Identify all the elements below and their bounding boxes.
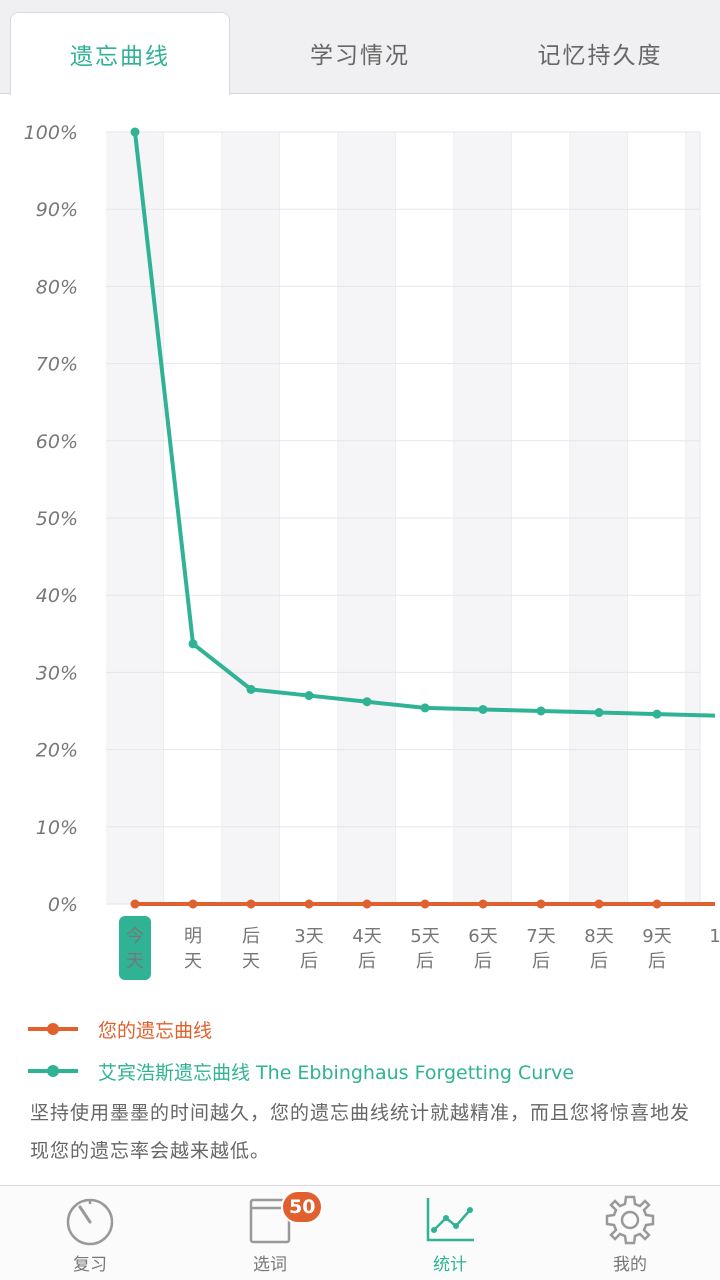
series-point-1 (246, 684, 256, 694)
tab-forgetting-curve[interactable]: 遗忘曲线 (10, 12, 230, 95)
y-tick-label: 10% (36, 817, 78, 839)
nav-review-label: 复习 (73, 1255, 107, 1275)
new-words-badge: 50 (281, 1190, 324, 1224)
legend-ebbinghaus-curve: 艾宾浩斯遗忘曲线 The Ebbinghaus Forgetting Curve (28, 1056, 708, 1086)
legend-user-curve: 您的遗忘曲线 (28, 1014, 708, 1044)
gear-icon (605, 1195, 655, 1245)
series-point-1 (420, 703, 430, 713)
x-tick-label: 9天后 (642, 926, 671, 972)
legend-user-curve-label: 您的遗忘曲线 (98, 1019, 213, 1042)
y-tick-label: 90% (36, 199, 78, 221)
y-tick-label: 0% (48, 894, 78, 916)
series-point-0 (130, 899, 140, 909)
series-point-1 (362, 697, 372, 707)
y-tick-label: 60% (36, 431, 78, 453)
series-point-1 (536, 706, 546, 716)
tab-memory-durability[interactable]: 记忆持久度 (537, 43, 663, 69)
series-point-0 (420, 899, 430, 909)
series-point-1 (188, 639, 198, 649)
series-point-0 (246, 899, 256, 909)
x-tick-label: 明天 (184, 926, 202, 972)
bottom-navigation: 复习 50 选词 统计 我的 (0, 1185, 720, 1280)
legend-ebbinghaus-label: 艾宾浩斯遗忘曲线 The Ebbinghaus Forgetting Curve (98, 1061, 575, 1084)
y-tick-label: 20% (36, 740, 78, 762)
nav-statistics[interactable]: 统计 (360, 1186, 540, 1280)
y-tick-label: 50% (36, 508, 78, 530)
nav-me[interactable]: 我的 (540, 1186, 720, 1280)
legend-user-curve-swatch (28, 1023, 78, 1035)
series-point-1 (594, 708, 604, 718)
x-tick-label: 8天后 (584, 926, 613, 972)
chart-note: 坚持使用墨墨的时间越久，您的遗忘曲线统计就越精准，而且您将惊喜地发现您的遗忘率会… (30, 1102, 691, 1162)
y-tick-label: 30% (36, 662, 78, 684)
nav-review[interactable]: 复习 (0, 1186, 180, 1280)
series-point-1 (130, 127, 140, 137)
series-point-1 (304, 691, 314, 701)
series-point-0 (536, 899, 546, 909)
series-point-0 (652, 899, 662, 909)
y-tick-label: 80% (36, 276, 78, 298)
top-tab-bar: 遗忘曲线 学习情况 记忆持久度 (0, 0, 720, 95)
line-chart-icon (426, 1198, 474, 1242)
x-tick-label: 6天后 (468, 926, 497, 972)
y-tick-label: 40% (36, 585, 78, 607)
x-tick-label: 后天 (242, 926, 260, 972)
series-point-0 (594, 899, 604, 909)
x-tick-label: 5天后 (410, 926, 439, 972)
y-tick-label: 70% (36, 354, 78, 376)
nav-statistics-label: 统计 (433, 1255, 467, 1275)
today-highlight (119, 916, 151, 980)
series-point-0 (304, 899, 314, 909)
forgetting-curve-chart: 100% 90% 80% 70% 60% 50% 40% 30% 20% 10% 0% 今天明天后天… (24, 122, 720, 980)
series-point-1 (652, 709, 662, 719)
x-tick-label: 3天后 (294, 926, 323, 972)
review-dial-icon (66, 1198, 114, 1246)
y-tick-label: 100% (24, 122, 78, 144)
legend-ebbinghaus-swatch (28, 1065, 78, 1077)
series-point-0 (478, 899, 488, 909)
series-point-0 (362, 899, 372, 909)
x-tick-label: 7天后 (526, 926, 555, 972)
tab-study-status[interactable]: 学习情况 (310, 43, 410, 69)
x-tick-label: 今天 (126, 926, 144, 972)
x-tick-label: 4天后 (352, 926, 381, 972)
nav-select-words[interactable]: 50 选词 (180, 1186, 360, 1280)
x-tick-label: 1 (709, 926, 720, 947)
nav-select-words-label: 选词 (253, 1255, 287, 1275)
nav-me-label: 我的 (613, 1255, 647, 1275)
series-point-1 (478, 704, 488, 714)
series-point-0 (188, 899, 198, 909)
